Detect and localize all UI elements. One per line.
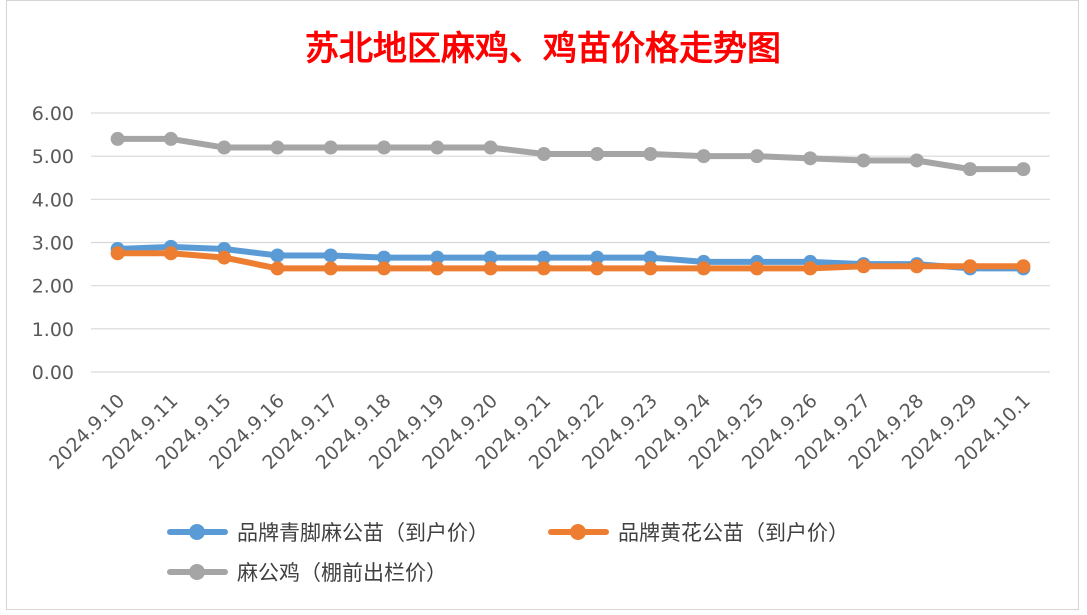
- y-tick-label: 4.00: [32, 189, 74, 211]
- series-3: [110, 131, 1031, 177]
- data-point: [803, 261, 818, 276]
- x-axis: 2024.9.102024.9.112024.9.152024.9.162024…: [45, 390, 1035, 474]
- legend-swatch-marker: [189, 564, 205, 580]
- series-2: [110, 246, 1031, 276]
- data-point: [270, 140, 285, 155]
- y-tick-label: 3.00: [32, 233, 74, 255]
- y-tick-label: 2.00: [32, 276, 74, 298]
- y-tick-label: 1.00: [32, 319, 74, 341]
- data-point: [110, 246, 125, 261]
- y-tick-label: 5.00: [32, 146, 74, 168]
- series-group: [110, 131, 1031, 276]
- data-point: [590, 261, 605, 276]
- data-point: [430, 261, 445, 276]
- legend-label: 品牌黄花公苗（到户价）: [618, 521, 849, 545]
- data-point: [590, 147, 605, 162]
- data-point: [696, 149, 711, 164]
- data-point: [643, 147, 658, 162]
- data-point: [483, 250, 498, 265]
- series-line: [114, 135, 1027, 173]
- data-point: [909, 259, 924, 274]
- data-point: [323, 248, 338, 263]
- data-point: [1016, 259, 1031, 274]
- data-point: [749, 261, 764, 276]
- legend-item: 品牌青脚麻公苗（到户价）: [167, 521, 489, 545]
- data-point: [377, 140, 392, 155]
- data-point: [217, 140, 232, 155]
- chart-title: 苏北地区麻鸡、鸡苗价格走势图: [305, 29, 781, 69]
- data-point: [323, 261, 338, 276]
- data-point: [430, 250, 445, 265]
- data-point: [856, 259, 871, 274]
- data-point: [323, 140, 338, 155]
- data-point: [749, 149, 764, 164]
- data-point: [590, 250, 605, 265]
- legend-item: 品牌黄花公苗（到户价）: [548, 521, 849, 545]
- legend-label: 品牌青脚麻公苗（到户价）: [237, 521, 489, 545]
- y-axis: 0.00 1.00 2.00 3.00 4.00 5.00 6.00: [32, 103, 74, 384]
- data-point: [163, 131, 178, 146]
- data-point: [163, 246, 178, 261]
- data-point: [483, 261, 498, 276]
- legend: 品牌青脚麻公苗（到户价） 品牌黄花公苗（到户价） 麻公鸡（棚前出栏价）: [167, 521, 849, 585]
- data-point: [643, 250, 658, 265]
- data-point: [536, 250, 551, 265]
- series-line: [114, 250, 1027, 272]
- data-point: [110, 131, 125, 146]
- data-point: [217, 250, 232, 265]
- data-point: [963, 259, 978, 274]
- data-point: [909, 153, 924, 168]
- data-point: [377, 250, 392, 265]
- legend-swatch-marker: [189, 524, 205, 540]
- legend-label: 麻公鸡（棚前出栏价）: [237, 561, 447, 585]
- data-point: [643, 261, 658, 276]
- data-point: [963, 162, 978, 177]
- data-point: [270, 248, 285, 263]
- data-point: [1016, 162, 1031, 177]
- legend-item: 麻公鸡（棚前出栏价）: [167, 561, 447, 585]
- y-tick-label: 0.00: [32, 362, 74, 384]
- data-point: [483, 140, 498, 155]
- data-point: [856, 153, 871, 168]
- y-tick-label: 6.00: [32, 103, 74, 125]
- data-point: [803, 151, 818, 166]
- legend-swatch-marker: [570, 524, 586, 540]
- data-point: [696, 261, 711, 276]
- data-point: [270, 261, 285, 276]
- data-point: [430, 140, 445, 155]
- data-point: [377, 261, 392, 276]
- chart-frame: [6, 0, 1079, 610]
- data-point: [536, 261, 551, 276]
- data-point: [536, 147, 551, 162]
